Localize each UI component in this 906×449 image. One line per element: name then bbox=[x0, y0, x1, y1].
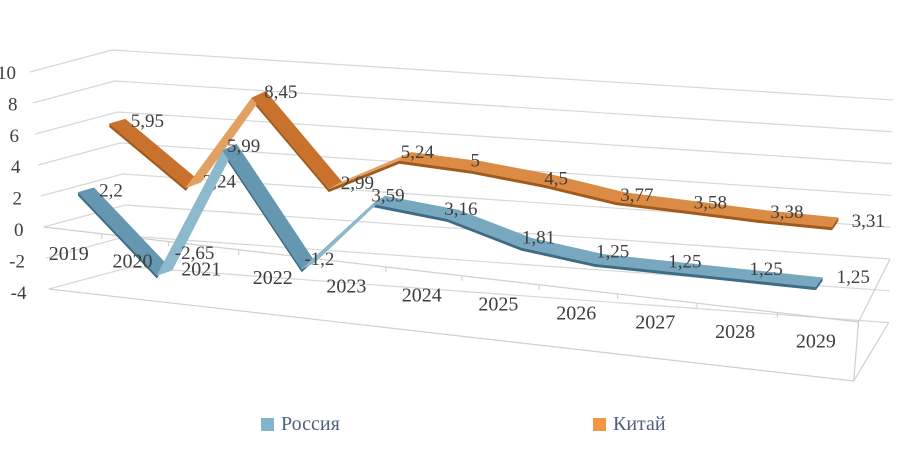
y-axis-label: 2 bbox=[13, 189, 23, 210]
data-label: 5,99 bbox=[227, 136, 260, 157]
category-label: 2026 bbox=[556, 302, 596, 324]
category-label: 2024 bbox=[402, 284, 442, 306]
category-label: 2027 bbox=[635, 312, 675, 334]
data-label: 1,25 bbox=[596, 242, 629, 263]
legend-label-china: Китай bbox=[613, 413, 666, 435]
gridline--4 bbox=[48, 266, 889, 324]
data-label: 5,95 bbox=[131, 111, 164, 132]
gridline-6 bbox=[35, 111, 892, 165]
data-label: 3,77 bbox=[620, 185, 653, 206]
legend-item-russia[interactable]: Россия bbox=[261, 413, 340, 435]
data-label: 1,25 bbox=[668, 251, 701, 272]
y-axis-label: 6 bbox=[10, 126, 20, 147]
legend-swatch-china bbox=[593, 417, 606, 431]
data-label: 4,5 bbox=[544, 168, 568, 189]
series-ribbon-russia[interactable]: 2,2 -2,65 5,99 -1,2 3,59 3,16 1,81 1,25 1,25 1,25… bbox=[77, 136, 870, 291]
data-label: 1,81 bbox=[522, 227, 555, 248]
category-label: 2023 bbox=[326, 276, 366, 298]
ribbon-segment bbox=[222, 143, 316, 270]
data-label: 5,24 bbox=[401, 142, 435, 163]
category-label: 2021 bbox=[181, 259, 221, 281]
y-axis-label: 8 bbox=[8, 94, 18, 115]
gridline-2 bbox=[40, 173, 891, 228]
data-label: 5 bbox=[471, 151, 481, 172]
data-label: 3,16 bbox=[444, 199, 477, 220]
category-label: 2019 bbox=[49, 243, 89, 265]
data-label: -1,2 bbox=[304, 249, 334, 270]
data-label: 2,99 bbox=[341, 173, 374, 194]
data-label: 3,59 bbox=[371, 185, 404, 206]
plot-front-right-edge bbox=[853, 321, 860, 382]
ribbon-end-cap bbox=[815, 277, 823, 291]
data-label: 3,38 bbox=[770, 202, 803, 223]
data-label: 8,45 bbox=[264, 82, 297, 103]
chart-legend: Россия Китай bbox=[0, 411, 906, 437]
category-label: 2029 bbox=[796, 330, 836, 352]
series-ribbon-china[interactable]: 5,952,248,452,995,24 54,53,77 3,58 3,38 3,31 bbox=[108, 82, 885, 232]
legend-label-russia: Россия bbox=[281, 413, 340, 435]
ribbon-segment bbox=[251, 91, 343, 190]
data-label: 3,31 bbox=[852, 211, 885, 232]
category-label: 2025 bbox=[478, 293, 518, 315]
legend-swatch-russia bbox=[261, 417, 274, 431]
category-label: 2022 bbox=[253, 267, 293, 289]
y-axis-label: 4 bbox=[11, 157, 21, 178]
data-label: 2,2 bbox=[99, 181, 123, 202]
gridline-0 bbox=[43, 204, 891, 260]
floor-outline bbox=[48, 288, 890, 382]
data-label: 1,25 bbox=[837, 267, 870, 288]
data-label: -2,65 bbox=[175, 243, 215, 264]
gridline-10 bbox=[29, 49, 894, 101]
ribbon-underside bbox=[78, 150, 816, 291]
y-axis-label: 0 bbox=[14, 220, 24, 241]
legend-item-china[interactable]: Китай bbox=[593, 413, 666, 435]
ribbon-end-cap bbox=[832, 217, 839, 231]
y-axis-label: -2 bbox=[9, 251, 25, 272]
data-label: 1,25 bbox=[749, 259, 782, 280]
gridline-4 bbox=[37, 142, 892, 196]
data-label: 3,58 bbox=[694, 193, 727, 214]
category-label: 2020 bbox=[113, 251, 153, 273]
y-axis-label: 10 bbox=[0, 63, 16, 84]
category-label: 2028 bbox=[715, 321, 755, 343]
y-axis-label: -4 bbox=[11, 283, 27, 304]
gridline-8 bbox=[32, 80, 893, 133]
